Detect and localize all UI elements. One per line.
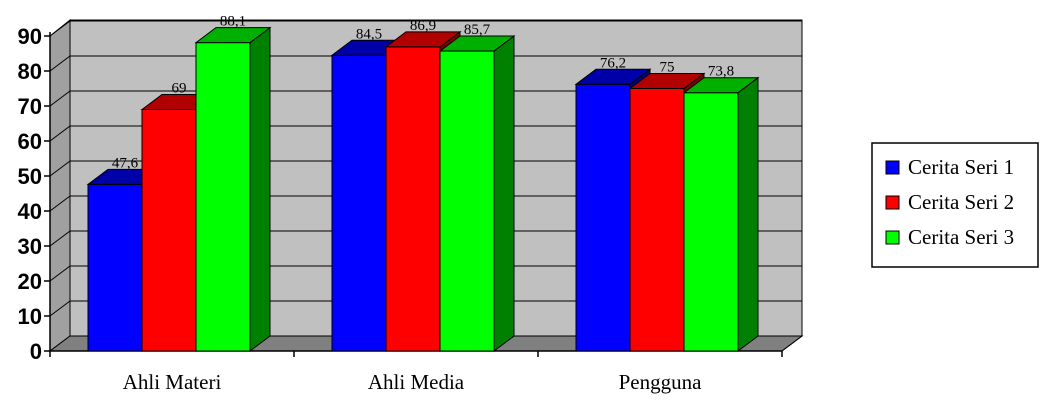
bar-top — [194, 27, 272, 44]
bar-top — [628, 73, 706, 89]
bar-side — [249, 26, 271, 352]
x-axis-depth — [781, 335, 803, 352]
bar-top — [682, 77, 760, 94]
gridline-side — [49, 300, 71, 317]
y-tick-label: 10 — [18, 304, 42, 329]
legend-label: Cerita Seri 1 — [908, 155, 1014, 179]
bar-side — [493, 35, 515, 352]
gridline-side — [49, 125, 71, 142]
y-tick-label: 50 — [18, 164, 42, 189]
legend-swatch — [885, 230, 900, 245]
bar — [331, 54, 387, 352]
y-tick-label: 40 — [18, 199, 42, 224]
gridline-side — [49, 20, 71, 37]
bar — [629, 88, 685, 352]
y-tick-label: 30 — [18, 234, 42, 259]
y-tick-label: 0 — [30, 339, 42, 364]
data-label: 69 — [172, 81, 187, 97]
bar-top — [574, 68, 652, 85]
y-tick-label: 90 — [18, 24, 42, 49]
gridline-side — [49, 160, 71, 177]
legend-label: Cerita Seri 2 — [908, 190, 1014, 214]
bar-side — [737, 76, 759, 352]
data-label: 75 — [660, 60, 675, 76]
y-tick-label: 70 — [18, 94, 42, 119]
y-tick-label: 80 — [18, 59, 42, 84]
bar — [141, 109, 197, 352]
side-wall — [49, 18, 71, 352]
gridline-side — [49, 195, 71, 212]
bar — [87, 183, 143, 352]
data-label: 86,9 — [410, 18, 436, 34]
y-tick-label: 60 — [18, 129, 42, 154]
gridline-side — [49, 90, 71, 107]
gridline-side — [49, 265, 71, 282]
gridline-side — [49, 55, 71, 72]
bar — [385, 46, 441, 352]
bar — [439, 50, 495, 352]
data-label: 84,5 — [356, 26, 382, 42]
data-label: 85,7 — [464, 22, 491, 38]
legend-box — [871, 142, 1039, 268]
y-tick-label: 20 — [18, 269, 42, 294]
bar-top — [438, 35, 516, 52]
data-label: 76,2 — [600, 55, 626, 71]
x-tick-label: Ahli Materi — [123, 370, 222, 394]
bar — [195, 42, 251, 352]
legend-swatch — [885, 160, 900, 175]
x-tick-label: Ahli Media — [368, 370, 465, 394]
x-tick-label: Pengguna — [619, 370, 703, 394]
bar — [683, 92, 739, 352]
gridline-side — [49, 230, 71, 247]
data-label: 73,8 — [708, 64, 734, 80]
bar-top — [384, 31, 462, 48]
legend-label: Cerita Seri 3 — [908, 225, 1014, 249]
bar — [575, 83, 631, 352]
data-label: 47,6 — [112, 155, 139, 171]
legend-swatch — [885, 195, 900, 210]
data-label: 88,1 — [220, 14, 246, 30]
